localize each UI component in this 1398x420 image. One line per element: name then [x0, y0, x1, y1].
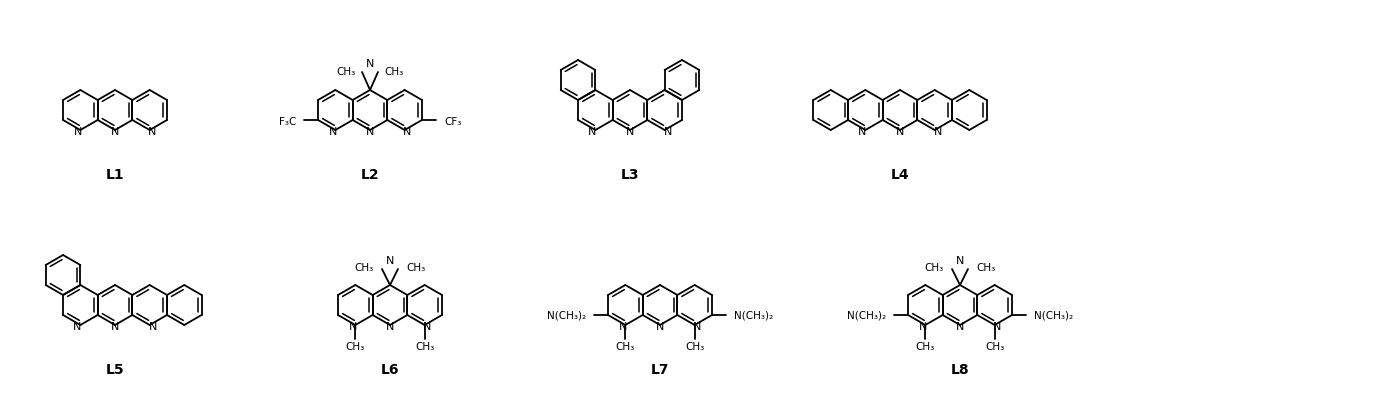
Text: N: N	[148, 322, 157, 332]
Text: F₃C: F₃C	[278, 117, 296, 127]
Text: N: N	[956, 256, 965, 266]
Text: N(CH₃)₂: N(CH₃)₂	[847, 310, 886, 320]
Text: N: N	[110, 127, 119, 137]
Text: N: N	[956, 322, 965, 332]
Text: N: N	[74, 127, 82, 137]
Text: CH₃: CH₃	[976, 263, 995, 273]
Text: CH₃: CH₃	[355, 263, 375, 273]
Text: N: N	[918, 322, 927, 332]
Text: N: N	[626, 127, 635, 137]
Text: N: N	[386, 256, 394, 266]
Text: N: N	[73, 322, 81, 332]
Text: N(CH₃)₂: N(CH₃)₂	[734, 310, 773, 320]
Text: N: N	[656, 322, 664, 332]
Text: L6: L6	[380, 363, 400, 377]
Text: N: N	[896, 127, 905, 137]
Text: N: N	[350, 322, 358, 332]
Text: L8: L8	[951, 363, 969, 377]
Text: CH₃: CH₃	[986, 342, 1004, 352]
Text: CH₃: CH₃	[615, 342, 635, 352]
Text: L3: L3	[621, 168, 639, 182]
Text: N: N	[619, 322, 628, 332]
Text: N: N	[692, 322, 700, 332]
Text: N: N	[403, 127, 411, 137]
Text: N(CH₃)₂: N(CH₃)₂	[1035, 310, 1074, 320]
Text: N: N	[110, 322, 119, 332]
Text: N: N	[366, 59, 375, 69]
Text: CH₃: CH₃	[415, 342, 435, 352]
Text: CH₃: CH₃	[405, 263, 425, 273]
Text: N: N	[147, 127, 155, 137]
Text: CH₃: CH₃	[337, 67, 356, 77]
Text: N: N	[664, 127, 672, 137]
Text: L1: L1	[106, 168, 124, 182]
Text: CH₃: CH₃	[384, 67, 403, 77]
Text: L2: L2	[361, 168, 379, 182]
Text: N: N	[858, 127, 867, 137]
Text: N: N	[993, 322, 1001, 332]
Text: N: N	[366, 127, 375, 137]
Text: CH₃: CH₃	[924, 263, 944, 273]
Text: N: N	[589, 127, 597, 137]
Text: L7: L7	[650, 363, 670, 377]
Text: N: N	[386, 322, 394, 332]
Text: CH₃: CH₃	[916, 342, 935, 352]
Text: L5: L5	[106, 363, 124, 377]
Text: N: N	[329, 127, 337, 137]
Text: N: N	[934, 127, 942, 137]
Text: L4: L4	[891, 168, 909, 182]
Text: CH₃: CH₃	[345, 342, 365, 352]
Text: CH₃: CH₃	[685, 342, 705, 352]
Text: N: N	[422, 322, 431, 332]
Text: CF₃: CF₃	[445, 117, 461, 127]
Text: N(CH₃)₂: N(CH₃)₂	[547, 310, 586, 320]
